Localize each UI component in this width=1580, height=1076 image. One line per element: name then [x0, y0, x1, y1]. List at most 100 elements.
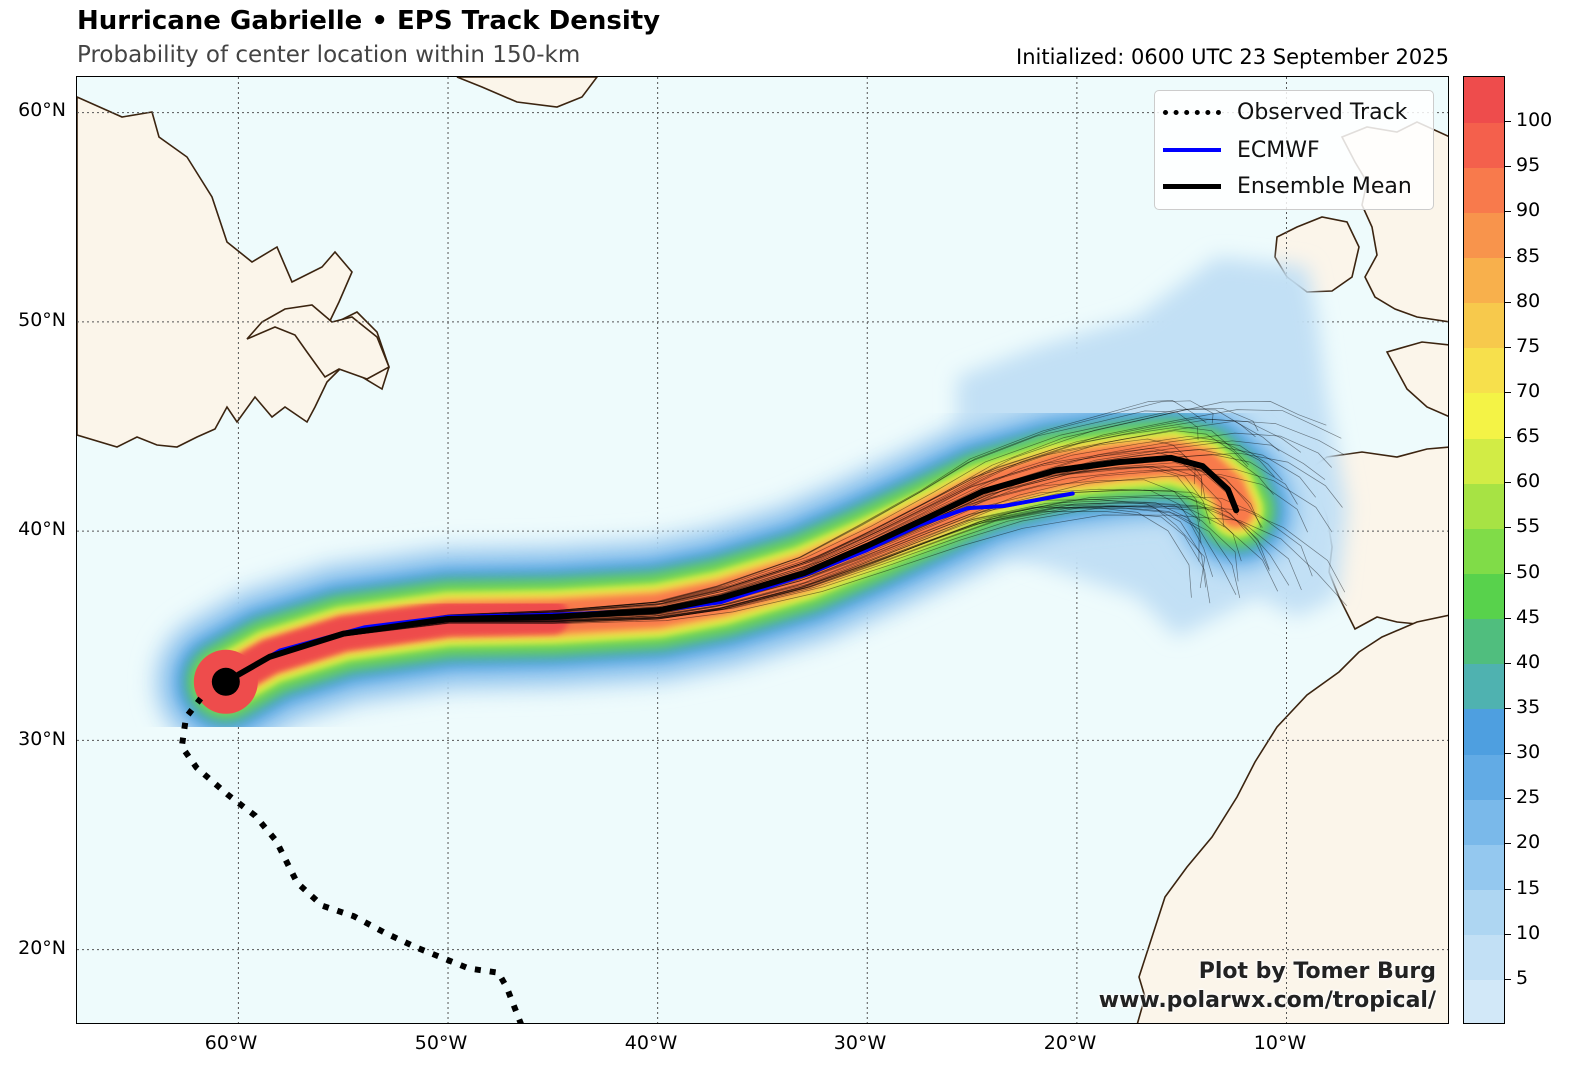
colorbar-tick — [1505, 933, 1511, 935]
colorbar-tick — [1505, 301, 1511, 303]
colorbar-tick — [1505, 121, 1511, 123]
colorbar-tick — [1505, 392, 1511, 393]
colorbar-tick — [1505, 753, 1511, 755]
colorbar-tick-label: 5 — [1516, 966, 1529, 989]
ecmwf-track-line — [223, 491, 1075, 684]
colorbar-tick — [1505, 572, 1511, 574]
colorbar-segment — [1464, 663, 1504, 710]
colorbar-tick-label: 30 — [1516, 741, 1541, 764]
colorbar-segment — [1464, 528, 1504, 575]
colorbar-tick — [1505, 346, 1511, 348]
colorbar-tick-label: 90 — [1516, 199, 1541, 222]
legend-label: ECMWF — [1237, 137, 1320, 163]
legend-item-mean: Ensemble Mean — [1163, 171, 1412, 201]
colorbar-tick-label: 55 — [1516, 515, 1541, 538]
colorbar-segment — [1464, 122, 1504, 168]
lat-label-40: 40°N — [18, 518, 66, 540]
colorbar-tick-label: 50 — [1516, 560, 1541, 583]
chart-title: Hurricane Gabrielle • EPS Track Density — [77, 6, 661, 36]
canada-land — [77, 96, 390, 448]
colorbar-tick-label: 20 — [1516, 831, 1541, 854]
plot-credit: Plot by Tomer Burg www.polarwx.com/tropi… — [1099, 957, 1436, 1015]
colorbar-segment — [1464, 844, 1504, 891]
colorbar-tick-label: 40 — [1516, 650, 1541, 673]
legend-item-observed: Observed Track — [1163, 97, 1407, 127]
chart-subtitle: Probability of center location within 15… — [77, 42, 581, 68]
lat-label-20: 20°N — [18, 937, 66, 959]
colorbar-tick — [1505, 211, 1511, 213]
lat-label-30: 30°N — [18, 728, 66, 750]
colorbar-segment — [1464, 167, 1504, 213]
newfoundland-land — [246, 304, 391, 380]
colorbar-tick-label: 80 — [1516, 289, 1541, 312]
colorbar-tick — [1505, 527, 1511, 529]
legend-item-ecmwf: ECMWF — [1163, 135, 1320, 165]
colorbar-segment — [1464, 934, 1504, 981]
colorbar-segment — [1464, 257, 1504, 304]
colorbar-tick-label: 70 — [1516, 380, 1541, 402]
current-position-marker — [211, 667, 240, 696]
lat-label-60: 60°N — [18, 99, 66, 121]
lon-label-30w: 30°W — [833, 1032, 887, 1054]
colorbar-tick-label: 75 — [1516, 334, 1541, 357]
colorbar-segment — [1464, 438, 1504, 484]
colorbar-segment — [1464, 889, 1504, 936]
colorbar-tick — [1505, 166, 1511, 168]
legend-swatch-observed — [1163, 109, 1221, 115]
colorbar-tick-label: 15 — [1516, 876, 1541, 899]
colorbar-segment — [1464, 799, 1504, 845]
colorbar-segment — [1464, 302, 1504, 349]
colorbar-tick-label: 65 — [1516, 425, 1541, 448]
france-land — [1385, 341, 1448, 418]
colorbar — [1463, 76, 1505, 1024]
legend: Observed Track ECMWF Ensemble Mean — [1154, 90, 1434, 210]
greenland-land — [456, 77, 598, 108]
colorbar-tick-label: 95 — [1516, 154, 1541, 177]
credit-url[interactable]: www.polarwx.com/tropical/ — [1098, 988, 1436, 1013]
colorbar-tick-label: 10 — [1516, 921, 1541, 944]
colorbar-tick — [1505, 662, 1511, 664]
colorbar-segment — [1464, 77, 1504, 123]
africa-land — [1136, 614, 1448, 1023]
colorbar-segment — [1464, 754, 1504, 800]
lon-label-40w: 40°W — [624, 1032, 678, 1054]
colorbar-tick — [1505, 256, 1511, 258]
colorbar-tick — [1505, 617, 1511, 619]
colorbar-segment — [1464, 393, 1504, 439]
colorbar-tick — [1505, 708, 1511, 709]
colorbar-tick — [1505, 798, 1511, 800]
colorbar-tick-label: 60 — [1516, 470, 1541, 493]
colorbar-tick-label: 85 — [1516, 244, 1541, 267]
colorbar-tick — [1505, 978, 1511, 980]
colorbar-segment — [1464, 483, 1504, 529]
lat-label-50: 50°N — [18, 309, 66, 331]
map-canvas — [77, 77, 1448, 1023]
ensemble-member-track — [225, 502, 1239, 683]
colorbar-segment — [1464, 212, 1504, 259]
legend-label: Ensemble Mean — [1237, 173, 1412, 199]
lon-label-20w: 20°W — [1043, 1032, 1097, 1054]
lon-label-10w: 10°W — [1253, 1032, 1307, 1054]
colorbar-tick-label: 25 — [1516, 786, 1541, 809]
lon-label-60w: 60°W — [204, 1032, 258, 1054]
map-panel[interactable]: Observed Track ECMWF Ensemble Mean Plot … — [76, 76, 1449, 1024]
colorbar-segment — [1464, 709, 1504, 755]
ensemble-member-track — [225, 500, 1214, 683]
colorbar-tick-label: 45 — [1516, 605, 1541, 628]
colorbar-segment — [1464, 618, 1504, 665]
legend-label: Observed Track — [1237, 99, 1408, 125]
colorbar-tick — [1505, 843, 1511, 845]
colorbar-tick — [1505, 888, 1511, 890]
ensemble-member-track — [225, 497, 1270, 683]
colorbar-tick-label: 100 — [1516, 109, 1553, 132]
credit-author: Plot by Tomer Burg — [1198, 959, 1436, 984]
colorbar-segment — [1464, 979, 1504, 1023]
colorbar-segment — [1464, 573, 1504, 620]
lon-label-50w: 50°W — [414, 1032, 468, 1054]
ensemble-mean-track-line — [222, 454, 1240, 685]
initialized-time: Initialized: 0600 UTC 23 September 2025 — [1016, 45, 1449, 69]
colorbar-tick — [1505, 437, 1511, 439]
colorbar-tick-label: 35 — [1516, 696, 1541, 718]
legend-swatch-mean — [1163, 183, 1221, 189]
ensemble-member-track — [225, 514, 1348, 683]
